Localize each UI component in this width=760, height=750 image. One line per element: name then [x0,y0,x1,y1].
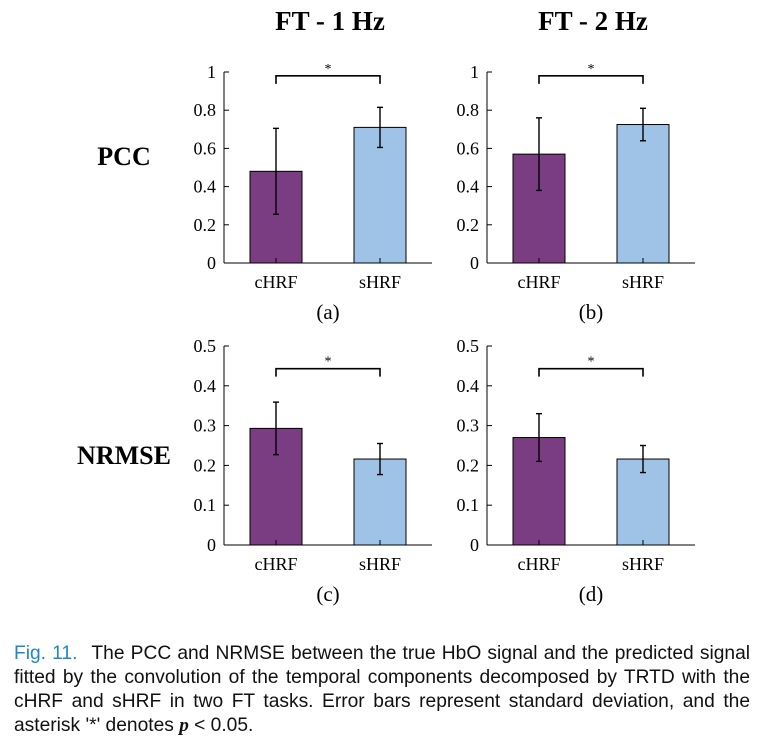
x-tick-label-chrf: cHRF [254,272,297,292]
significance-bracket [275,367,381,377]
panel-label: (d) [579,582,604,606]
y-tick-label: 1 [207,62,216,82]
y-tick-label: 0.1 [457,495,480,515]
panel-c: 0 0.1 0.2 0.3 0.4 0.5 cHRF sHRF * (c) [194,336,432,606]
panel-label: (c) [316,582,339,606]
figure-canvas: FT - 1 Hz FT - 2 Hz PCC NRMSE 0 0.2 0.4 0.6… [77,6,695,606]
y-tick-label: 0.4 [194,376,217,396]
x-tick-label-shrf: sHRF [622,272,664,292]
row-label-nrmse: NRMSE [77,441,171,470]
y-tick-label: 1 [470,62,479,82]
y-tick-label: 0.4 [194,177,217,197]
caption-label: Fig. 11. [14,643,78,664]
significance-bracket [538,75,644,84]
y-tick-label: 0.3 [457,416,480,436]
y-tick-label: 0 [207,253,216,273]
x-tick-label-shrf: sHRF [359,554,401,574]
bar-shrf [616,458,670,546]
y-tick-label: 0.3 [194,416,217,436]
panel-b: 0 0.2 0.4 0.6 0.8 1 cHRF sHRF * (b) [457,62,695,324]
y-tick-label: 0 [207,535,216,555]
figure-caption: Fig. 11. The PCC and NRMSE between the tr… [14,642,750,738]
panel-d: 0 0.1 0.2 0.3 0.4 0.5 cHRF sHRF * (d) [457,336,695,606]
y-tick-label: 0 [470,535,479,555]
y-tick-label: 0.5 [194,336,217,356]
column-title-ft-1hz: FT - 1 Hz [275,6,385,36]
row-label-pcc: PCC [97,142,150,171]
x-tick-label-chrf: cHRF [254,554,297,574]
caption-p-symbol: p [179,715,189,736]
caption-text-end: < 0.05. [188,715,254,736]
panel-a: 0 0.2 0.4 0.6 0.8 1 cHRF sHRF * (a) [194,62,432,324]
caption-text: The PCC and NRMSE between the true HbO s… [14,643,751,736]
y-tick-label: 0 [470,253,479,273]
y-tick-label: 0.4 [457,376,480,396]
significance-asterisk: * [588,62,595,77]
y-tick-label: 0.6 [194,138,217,158]
y-tick-label: 0.8 [457,100,480,120]
x-tick-label-shrf: sHRF [622,554,664,574]
column-title-ft-2hz: FT - 2 Hz [538,6,648,36]
x-tick-label-shrf: sHRF [359,272,401,292]
panels: 0 0.2 0.4 0.6 0.8 1 cHRF sHRF * (a) 0 0.2 0.4 0.6 0.8 1… [194,62,695,606]
significance-asterisk: * [588,355,595,370]
y-tick-label: 0.2 [194,455,217,475]
significance-bracket [275,75,381,84]
y-tick-label: 0.6 [457,138,480,158]
y-tick-label: 0.5 [457,336,480,356]
y-tick-label: 0.2 [457,215,480,235]
y-tick-label: 0.2 [457,455,480,475]
y-tick-label: 0.1 [194,495,217,515]
significance-bracket [538,367,644,377]
y-tick-label: 0.4 [457,177,480,197]
significance-asterisk: * [325,355,332,370]
y-tick-label: 0.8 [194,100,217,120]
panel-label: (b) [579,300,604,324]
bar-shrf [616,124,670,264]
y-tick-label: 0.2 [194,215,217,235]
panel-label: (a) [316,300,339,324]
x-tick-label-chrf: cHRF [517,272,560,292]
x-tick-label-chrf: cHRF [517,554,560,574]
significance-asterisk: * [325,62,332,77]
